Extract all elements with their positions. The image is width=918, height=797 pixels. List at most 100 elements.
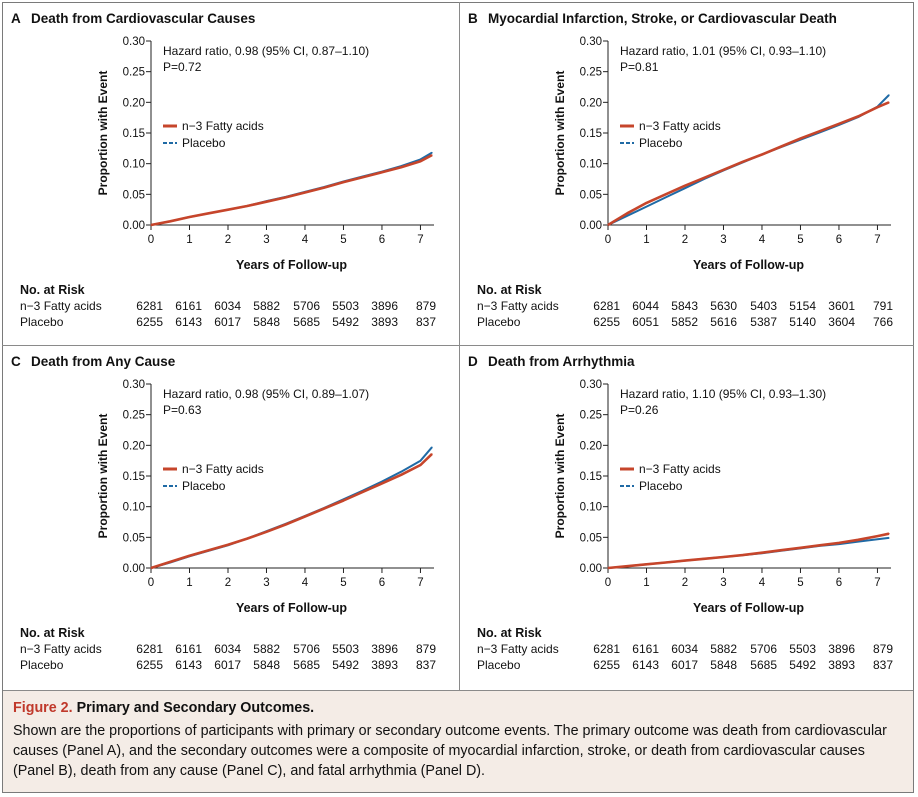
data-point-treatment	[761, 153, 763, 156]
series-line-treatment	[607, 532, 890, 570]
risk-cell: 5882	[710, 642, 737, 656]
data-point-treatment	[799, 137, 802, 140]
legend-label: n−3 Fatty acids	[639, 119, 721, 133]
risk-cell: 6281	[136, 299, 163, 313]
x-tick-label: 5	[340, 577, 346, 589]
risk-cell: 5403	[750, 299, 777, 313]
data-point-treatment	[304, 191, 306, 194]
panel-a: A Death from Cardiovascular Causes 0.00 0.0…	[3, 3, 459, 346]
data-point-treatment	[645, 563, 648, 565]
risk-cell: 837	[416, 315, 436, 329]
x-tick-label: 1	[186, 577, 192, 589]
series-line-treatment	[150, 153, 433, 227]
risk-cell: 3601	[828, 299, 855, 313]
risk-group-label: Placebo	[477, 315, 521, 329]
data-point-treatment	[819, 130, 821, 132]
data-point-treatment	[169, 561, 171, 563]
x-tick-label: 0	[605, 577, 611, 589]
risk-cell: 5848	[253, 315, 280, 329]
y-tick-label: 0.25	[580, 67, 602, 79]
risk-group-label: Placebo	[20, 658, 64, 672]
risk-table-title: No. at Risk	[477, 626, 542, 640]
x-tick-label: 5	[340, 234, 346, 246]
panel-b: B Myocardial Infarction, Stroke, or Cardi…	[460, 3, 916, 346]
p-value-text: P=0.63	[163, 403, 202, 417]
risk-cell: 837	[416, 658, 436, 672]
risk-cell: 791	[873, 299, 893, 313]
data-point-placebo	[626, 215, 628, 217]
risk-cell: 5387	[750, 315, 777, 329]
risk-cell: 6255	[593, 658, 620, 672]
hazard-ratio-text: Hazard ratio, 1.10 (95% CI, 0.93–1.30)	[620, 387, 826, 401]
data-point-treatment	[607, 567, 609, 569]
data-point-treatment	[684, 560, 686, 562]
y-tick-label: 0.00	[123, 220, 145, 232]
data-point-placebo	[431, 152, 433, 154]
risk-group-label: n−3 Fatty acids	[477, 299, 559, 313]
risk-table-title: No. at Risk	[20, 283, 85, 297]
legend-label: Placebo	[182, 479, 226, 493]
data-point-treatment	[150, 567, 152, 569]
panel-divider-vertical	[459, 2, 460, 690]
risk-group-label: n−3 Fatty acids	[477, 642, 559, 656]
y-axis-label: Proportion with Event	[96, 414, 110, 539]
figure-caption: Figure 2. Primary and Secondary Outcomes…	[3, 690, 913, 792]
risk-cell: 879	[416, 642, 436, 656]
panel-d: D Death from Arrhythmia 0.00 0.05 0.10 0.15 0.…	[460, 346, 916, 689]
risk-cell: 3896	[371, 642, 398, 656]
x-tick-label: 2	[225, 577, 231, 589]
risk-cell: 3896	[828, 642, 855, 656]
y-tick-label: 0.00	[580, 220, 602, 232]
x-tick-label: 3	[263, 234, 269, 246]
y-tick-label: 0.30	[123, 36, 145, 48]
legend-label: Placebo	[639, 479, 683, 493]
data-point-placebo	[888, 537, 890, 539]
data-point-treatment	[188, 555, 191, 557]
x-tick-label: 1	[186, 234, 192, 246]
hazard-ratio-text: Hazard ratio, 0.98 (95% CI, 0.89–1.07)	[163, 387, 369, 401]
panel-title: Death from Arrhythmia	[488, 354, 635, 369]
risk-cell: 6017	[214, 315, 241, 329]
data-point-placebo	[645, 206, 648, 208]
data-point-placebo	[419, 460, 422, 462]
x-tick-label: 4	[302, 577, 309, 589]
x-tick-label: 6	[836, 234, 842, 246]
risk-cell: 5848	[710, 658, 737, 672]
chart-svg: C Death from Any Cause 0.00 0.05 0.10 0.15 0.2…	[11, 354, 436, 672]
risk-cell: 5492	[332, 315, 359, 329]
data-point-treatment	[607, 224, 609, 226]
caption-text: Shown are the proportions of participant…	[13, 723, 887, 779]
y-axis-label: Proportion with Event	[553, 414, 567, 539]
data-point-placebo	[431, 446, 433, 448]
x-tick-label: 6	[379, 577, 385, 589]
risk-group-label: n−3 Fatty acids	[20, 642, 102, 656]
data-point-treatment	[876, 106, 879, 108]
risk-cell: 5706	[293, 642, 320, 656]
risk-cell: 6255	[593, 315, 620, 329]
data-point-treatment	[419, 160, 422, 162]
data-point-treatment	[265, 201, 268, 203]
y-tick-label: 0.10	[580, 502, 602, 514]
risk-cell: 5685	[750, 658, 777, 672]
data-point-treatment	[780, 549, 782, 551]
risk-cell: 5630	[710, 299, 737, 313]
panel-letter: D	[468, 354, 478, 369]
panel-letter: C	[11, 354, 21, 369]
p-value-text: P=0.26	[620, 403, 659, 417]
risk-cell: 5848	[253, 658, 280, 672]
data-point-treatment	[381, 171, 383, 173]
data-point-treatment	[665, 561, 667, 564]
data-point-treatment	[838, 123, 840, 125]
x-axis-label: Years of Follow-up	[236, 601, 347, 615]
risk-cell: 6161	[175, 642, 202, 656]
risk-cell: 6034	[671, 642, 698, 656]
data-point-treatment	[761, 552, 763, 554]
panel-divider-horizontal	[2, 345, 914, 346]
risk-cell: 5685	[293, 658, 320, 672]
risk-cell: 6161	[632, 642, 659, 656]
risk-cell: 6255	[136, 658, 163, 672]
series-line-placebo	[150, 151, 433, 226]
data-point-treatment	[431, 453, 433, 455]
risk-cell: 6034	[214, 642, 241, 656]
y-tick-label: 0.15	[123, 128, 145, 140]
